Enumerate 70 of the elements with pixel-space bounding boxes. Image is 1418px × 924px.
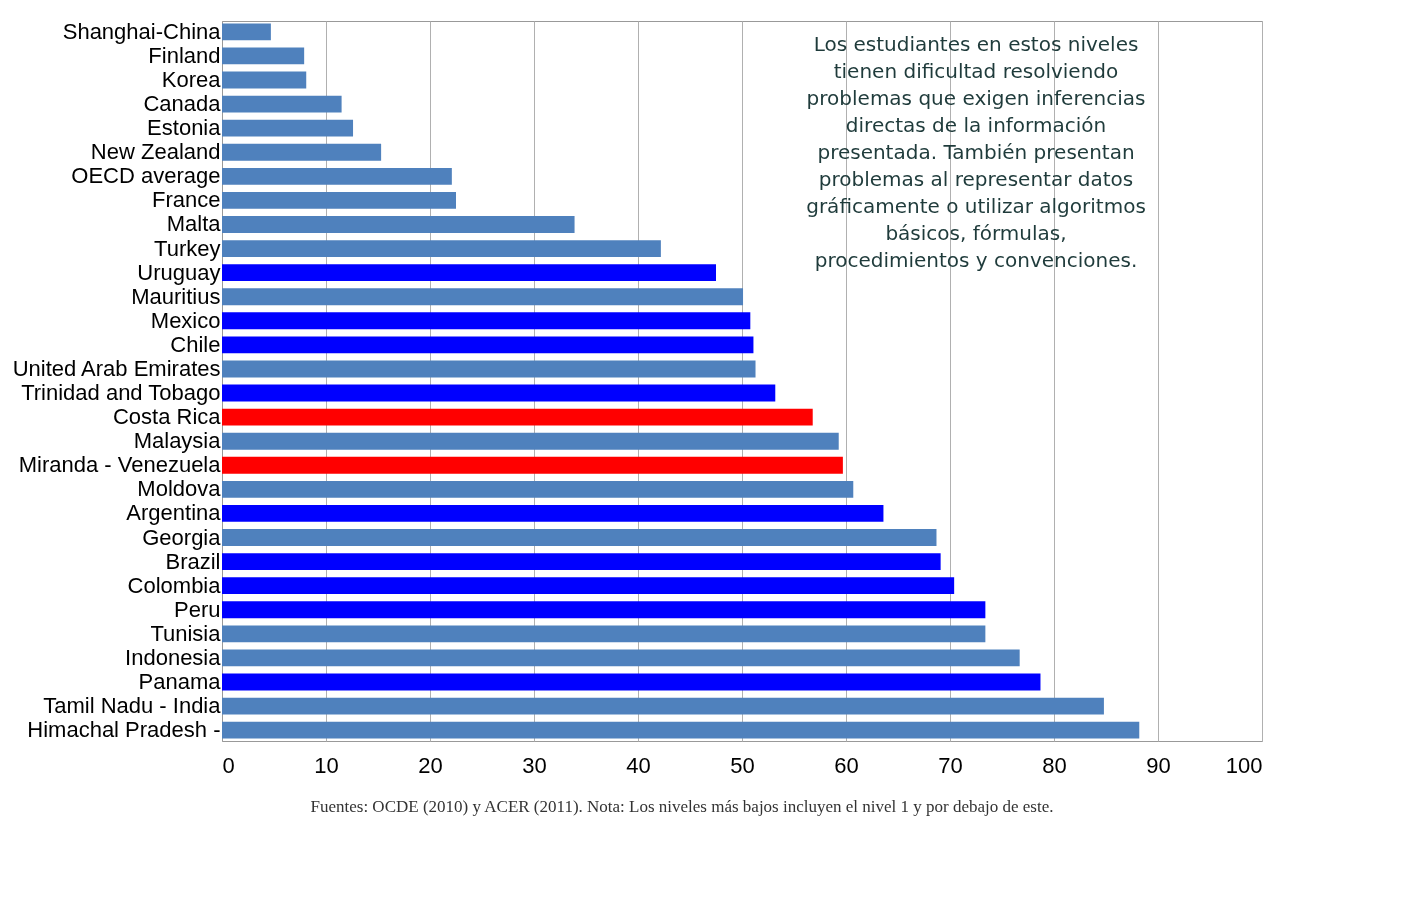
y-tick-label: Himachal Pradesh - xyxy=(27,717,221,743)
y-tick-label: Colombia xyxy=(127,572,222,598)
bar xyxy=(222,95,342,113)
y-tick-label: Costa Rica xyxy=(112,404,222,430)
bar xyxy=(222,480,854,498)
bar xyxy=(222,312,751,330)
y-tick-label: Chile xyxy=(170,331,221,357)
y-tick-label: United Arab Emirates xyxy=(12,355,221,381)
x-tick-label: 40 xyxy=(626,752,651,778)
bar xyxy=(222,529,937,546)
bar xyxy=(222,71,307,89)
y-tick-label: New Zealand xyxy=(90,139,221,165)
y-tick-label: OECD average xyxy=(71,163,221,189)
bar xyxy=(222,649,1020,667)
x-tick-label: 70 xyxy=(938,752,963,778)
bar xyxy=(222,577,955,595)
y-tick-label: Tamil Nadu - India xyxy=(43,693,222,719)
bar xyxy=(222,216,575,233)
y-tick-label: Korea xyxy=(161,67,222,92)
bar xyxy=(222,384,776,402)
x-tick-label: 10 xyxy=(314,752,339,778)
bar xyxy=(222,360,756,378)
x-tick-label: 80 xyxy=(1042,752,1067,778)
bar xyxy=(222,408,813,426)
y-tick-label: Malaysia xyxy=(133,428,222,454)
y-tick-label: Estonia xyxy=(147,115,222,141)
bar xyxy=(222,601,986,619)
bar xyxy=(222,47,305,65)
y-tick-label: Georgia xyxy=(142,524,222,550)
bar xyxy=(222,336,754,354)
bar xyxy=(222,167,452,185)
y-tick-label: Moldova xyxy=(137,476,222,502)
bar xyxy=(222,23,271,41)
x-tick-label: 100 xyxy=(1225,752,1263,778)
bar xyxy=(222,553,941,571)
bar xyxy=(222,119,354,137)
y-tick-label: Finland xyxy=(148,42,221,68)
bar xyxy=(222,288,744,306)
y-tick-label: Argentina xyxy=(126,500,222,526)
x-tick-label: 60 xyxy=(834,752,859,778)
bar xyxy=(222,240,661,257)
x-tick-label: 30 xyxy=(522,752,547,778)
bar xyxy=(222,721,1140,739)
bar xyxy=(222,625,986,643)
x-tick-label: 0 xyxy=(222,752,235,778)
y-tick-label: Shanghai-China xyxy=(62,18,222,44)
y-tick-label: Malta xyxy=(166,211,222,237)
y-tick-label: Mexico xyxy=(150,307,221,333)
y-tick-label: Peru xyxy=(174,596,221,622)
x-tick-label: 90 xyxy=(1146,752,1171,778)
y-tick-label: France xyxy=(152,187,221,213)
y-tick-label: Canada xyxy=(143,91,222,117)
bar xyxy=(222,697,1104,715)
y-tick-label: Tunisia xyxy=(150,620,222,646)
bar xyxy=(222,143,382,161)
bar xyxy=(222,191,456,209)
y-tick-label: Turkey xyxy=(154,235,221,261)
source-note: Fuentes: OCDE (2010) y ACER (2011). Nota: Los niveles más bajos incluyen el nivel 1 y por debajo de este. xyxy=(310,797,1054,816)
bar xyxy=(222,505,884,522)
bar xyxy=(222,264,716,282)
x-tick-label: 20 xyxy=(418,752,443,778)
bar xyxy=(222,432,839,450)
text: Los estudiantes en estos niveles tienen dificultad resolviendo problemas que exigen inferencias directas de la información presentada. También presentan problemas al representar datos gráficamente o utilizar algoritmos básicos, fórmulas, procedimientos y convenciones. xyxy=(806,32,1146,272)
bar xyxy=(222,673,1041,691)
y-tick-label: Panama xyxy=(138,669,222,694)
y-tick-label: Miranda - Venezuela xyxy=(18,452,222,478)
x-tick-label: 50 xyxy=(730,752,755,778)
bar xyxy=(222,456,843,474)
y-tick-label: Trinidad and Tobago xyxy=(21,380,221,406)
y-tick-label: Indonesia xyxy=(125,644,222,670)
